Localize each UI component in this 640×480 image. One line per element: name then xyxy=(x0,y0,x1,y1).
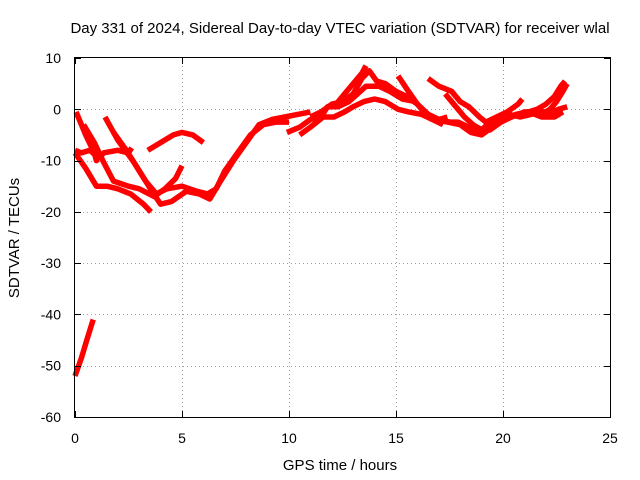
y-tick-label: -30 xyxy=(41,255,61,271)
series-line-arc-7 xyxy=(81,123,185,200)
x-tick-label: 15 xyxy=(388,430,404,446)
x-axis-label: GPS time / hours xyxy=(283,457,397,474)
y-tick-label: -10 xyxy=(41,153,61,169)
y-tick-label: -60 xyxy=(41,409,61,425)
x-tick-label: 5 xyxy=(178,430,186,446)
series-line-arc-15 xyxy=(426,76,525,125)
x-tick-label: 25 xyxy=(602,430,618,446)
y-tick-label: -50 xyxy=(41,358,61,374)
series-line-arc-19 xyxy=(540,82,570,117)
plot-frame xyxy=(74,57,611,418)
series-line-arc-5 xyxy=(146,129,206,153)
y-tick-label: -20 xyxy=(41,204,61,220)
series-line-arc-13 xyxy=(333,64,369,106)
series-line-arc-16 xyxy=(420,109,565,138)
x-tick-label: 10 xyxy=(281,430,297,446)
y-tick-labels: 10 0 -10 -20 -30 -40 -50 -60 xyxy=(41,50,61,425)
x-tick-label: 20 xyxy=(495,430,511,446)
chart-title: Day 331 of 2024, Sidereal Day-to-day VTE… xyxy=(70,20,609,37)
x-tick-labels: 0 5 10 15 20 25 xyxy=(71,430,618,446)
y-tick-label: 10 xyxy=(45,50,61,66)
axis-ticks xyxy=(75,58,611,418)
series-line-arc-9 xyxy=(111,109,311,207)
series-line-arc-18 xyxy=(515,79,568,118)
y-axis-label: SDTVAR / TECUs xyxy=(6,178,23,298)
series-group xyxy=(72,64,570,377)
series-line-arc-6 xyxy=(72,151,153,214)
y-tick-label: -40 xyxy=(41,306,61,322)
x-tick-label: 0 xyxy=(71,430,79,446)
y-tick-label: 0 xyxy=(53,101,61,117)
series-line-arc-11 xyxy=(298,96,445,138)
